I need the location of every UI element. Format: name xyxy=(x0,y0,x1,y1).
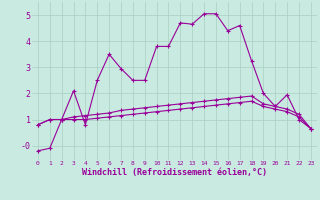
X-axis label: Windchill (Refroidissement éolien,°C): Windchill (Refroidissement éolien,°C) xyxy=(82,168,267,177)
